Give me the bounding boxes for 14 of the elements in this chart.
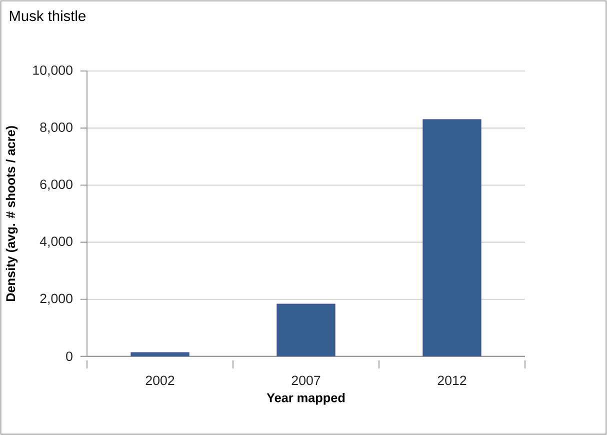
y-tick-label: 8,000: [40, 122, 72, 134]
x-tick-label: 2007: [292, 376, 320, 386]
bar: [422, 119, 482, 356]
y-tick-label: 10,000: [33, 65, 72, 77]
chart-title: Musk thistle: [10, 10, 86, 22]
x-tick-label: 2002: [146, 376, 174, 386]
y-tick-label: 2,000: [40, 294, 72, 305]
y-tick-label: 6,000: [40, 180, 72, 191]
y-tick-label: 4,000: [40, 236, 72, 248]
bar: [276, 304, 336, 356]
x-tick-label: 2012: [438, 376, 466, 386]
y-tick-label: 0: [66, 352, 72, 362]
x-axis-title: Year mapped: [266, 392, 345, 405]
y-axis-title: Density (avg. # shoots / acre): [6, 126, 18, 302]
